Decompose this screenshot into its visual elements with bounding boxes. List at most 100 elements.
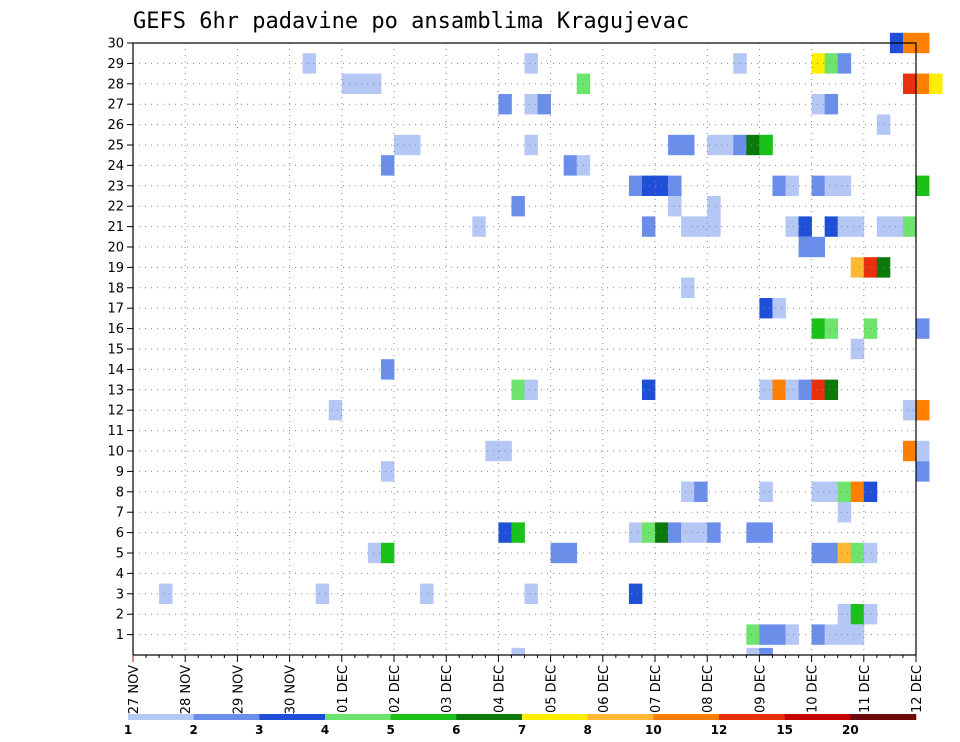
heatmap-cell xyxy=(759,298,773,319)
heatmap-cell xyxy=(824,94,839,115)
heatmap-cell xyxy=(850,604,865,625)
x-tick-label: 30 NOV xyxy=(284,665,299,714)
heatmap-cell xyxy=(824,624,839,645)
x-tick-label: 12 DEC xyxy=(910,665,925,713)
legend-swatch xyxy=(587,714,654,720)
heatmap-cell xyxy=(367,542,382,564)
chart-title: GEFS 6hr padavine po ansamblima Kragujev… xyxy=(133,9,689,34)
heatmap-cell xyxy=(902,400,917,421)
y-tick-label: 4 xyxy=(116,567,124,582)
y-tick-label: 16 xyxy=(107,322,124,337)
x-tick-label: 04 DEC xyxy=(492,665,507,713)
heatmap-cell xyxy=(628,175,643,196)
heatmap-cell xyxy=(785,624,799,645)
heatmap-cell xyxy=(328,400,343,421)
heatmap-cell xyxy=(759,134,773,156)
x-tick-label: 10 DEC xyxy=(806,665,821,713)
heatmap-cell xyxy=(511,647,525,655)
heatmap-cell xyxy=(511,196,525,217)
x-axis-ticks: 27 NOV 28 NOV 29 NOV 30 NOV 01 DEC 02 DEC 03 D… xyxy=(127,655,925,714)
heatmap-cell xyxy=(563,155,578,176)
legend-swatch xyxy=(522,714,588,720)
x-tick-label: 06 DEC xyxy=(597,665,612,713)
heatmap-cell xyxy=(824,318,839,339)
x-tick-label: 28 NOV xyxy=(179,665,194,714)
legend-swatch xyxy=(259,714,326,720)
heatmap-cell xyxy=(837,53,852,74)
legend-label: 8 xyxy=(583,723,591,737)
heatmap-cell xyxy=(420,583,434,604)
heatmap-cell xyxy=(837,624,852,645)
y-tick-label: 22 xyxy=(107,200,124,215)
heatmap-cell xyxy=(785,175,799,196)
y-tick-label: 12 xyxy=(107,404,124,419)
heatmap-cell xyxy=(511,522,525,543)
heatmap-cell xyxy=(537,94,551,115)
legend-label: 4 xyxy=(321,723,329,737)
heatmap-cell xyxy=(641,216,656,237)
heatmap-cell xyxy=(524,134,538,156)
heatmap-cell xyxy=(759,647,773,655)
legend-label: 6 xyxy=(452,723,460,737)
legend-swatch xyxy=(128,714,194,720)
heatmap-cell xyxy=(824,379,839,400)
y-tick-label: 3 xyxy=(116,587,124,602)
heatmap-cell xyxy=(681,134,695,156)
heatmap-cell xyxy=(746,647,760,655)
heatmap-cell xyxy=(916,461,930,482)
heatmap-cell xyxy=(380,155,395,176)
heatmap-cell xyxy=(902,73,917,94)
heatmap-cell xyxy=(811,379,826,400)
heatmap-cell xyxy=(785,216,799,237)
heatmap-cell xyxy=(902,440,917,462)
heatmap-cell xyxy=(681,522,695,543)
x-tick-label: 01 DEC xyxy=(336,665,351,713)
y-tick-label: 5 xyxy=(116,547,124,562)
grid-lines xyxy=(133,42,916,655)
heatmap-cell xyxy=(380,359,395,380)
heatmap-cell xyxy=(811,481,826,502)
heatmap-cell xyxy=(850,338,865,360)
y-tick-label: 15 xyxy=(107,343,124,358)
legend-swatch xyxy=(850,714,917,720)
heatmap-cell xyxy=(628,522,643,543)
heatmap-cell xyxy=(916,440,930,462)
heatmap-cell xyxy=(850,481,865,502)
y-tick-label: 18 xyxy=(107,281,124,296)
heatmap-cell xyxy=(694,481,708,502)
heatmap-cell xyxy=(511,379,525,400)
y-axis-ticks: 1234567891011121314151617181920212223242… xyxy=(107,37,133,643)
x-tick-label: 09 DEC xyxy=(753,665,768,713)
legend-swatch xyxy=(456,714,523,720)
y-tick-label: 8 xyxy=(116,485,124,500)
heatmap-cell xyxy=(837,175,852,196)
heatmap-cell xyxy=(720,134,734,156)
heatmap-cell xyxy=(929,73,943,94)
heatmap-cell xyxy=(707,522,721,543)
heatmap-cell xyxy=(837,216,852,237)
legend-label: 7 xyxy=(518,723,526,737)
heatmap-cell xyxy=(759,522,773,543)
heatmap-cell xyxy=(772,624,786,645)
x-tick-label: 05 DEC xyxy=(545,665,560,713)
heatmap-cell xyxy=(811,175,826,196)
heatmap-cell xyxy=(811,53,826,74)
heatmap-cell xyxy=(863,481,878,502)
y-tick-label: 2 xyxy=(116,608,124,623)
x-tick-label: 27 NOV xyxy=(127,665,142,714)
heatmap-cell xyxy=(811,542,826,564)
color-legend: 1 2 3 4 5 6 7 8 10 12 15 20 xyxy=(124,714,917,737)
heatmap-cell xyxy=(850,257,865,278)
y-tick-label: 1 xyxy=(116,628,124,643)
legend-swatch xyxy=(193,714,260,720)
x-tick-label: 29 NOV xyxy=(231,665,246,714)
y-tick-label: 10 xyxy=(107,445,124,460)
heatmap-cell xyxy=(472,216,486,237)
heatmap-cell xyxy=(524,583,538,604)
heatmap-cell xyxy=(785,379,799,400)
legend-label: 12 xyxy=(711,723,728,737)
heatmap-cell xyxy=(759,481,773,502)
y-tick-label: 17 xyxy=(107,302,124,317)
heatmap-cell xyxy=(889,216,904,237)
heatmap-cell xyxy=(563,542,578,564)
